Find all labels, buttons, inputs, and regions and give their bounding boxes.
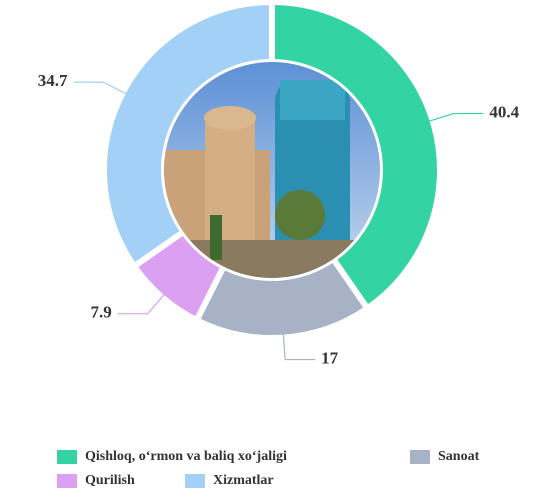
- legend-swatch: [57, 474, 77, 488]
- data-label: 7.9: [90, 303, 111, 322]
- leader-line: [428, 112, 484, 122]
- legend-swatch: [185, 474, 205, 488]
- leader-line: [282, 333, 316, 361]
- leader-line: [73, 81, 127, 95]
- data-label: 17: [321, 348, 339, 367]
- slice: [269, 0, 443, 313]
- labels: 40.4 17 7.9 34.7: [38, 71, 520, 367]
- data-label: 40.4: [489, 102, 519, 121]
- slices: [101, 0, 443, 341]
- legend-label: Sanoat: [438, 449, 480, 464]
- legend: Qishloq, o‘rmon va baliq xo‘jaligi Sanoat…: [57, 449, 480, 488]
- legend-label: Xizmatlar: [213, 473, 274, 488]
- legend-swatch: [57, 450, 77, 464]
- data-label: 34.7: [38, 71, 68, 90]
- legend-label: Qurilish: [85, 473, 135, 488]
- legend-swatch: [410, 450, 430, 464]
- leader-line: [117, 293, 166, 315]
- legend-label: Qishloq, o‘rmon va baliq xo‘jaligi: [85, 449, 287, 464]
